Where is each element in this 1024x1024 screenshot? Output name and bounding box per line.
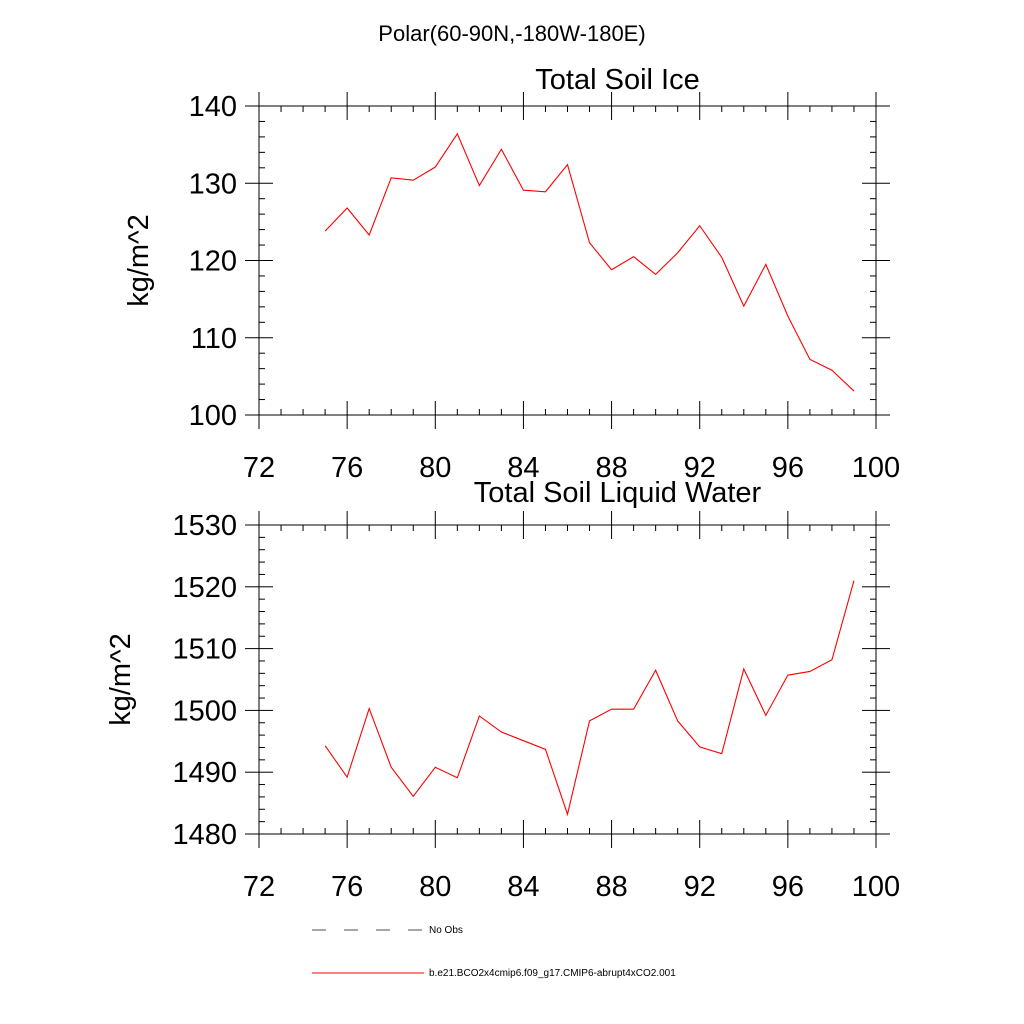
panel-1-ytick-label: 110	[191, 323, 237, 355]
panel-2-xtick-label: 92	[684, 871, 716, 903]
panel-1-xtick-label: 72	[243, 452, 275, 484]
panel-total-soil-liquid-water: Total Soil Liquid Water kg/m^2 72 76 80 84 88 9…	[105, 477, 900, 903]
panel-2-xtick-label: 84	[507, 871, 539, 903]
panel-2-xtick-label: 88	[595, 871, 627, 903]
legend-no-obs-label: No Obs	[429, 925, 463, 936]
panel-2-ytick-label: 1510	[172, 634, 237, 666]
legend-model-label: b.e21.BCO2x4cmip6.f09_g17.CMIP6-abrupt4x…	[429, 968, 676, 979]
panel-2-ytick-label: 1530	[172, 510, 237, 542]
main-title: Polar(60-90N,-180W-180E)	[378, 21, 645, 46]
panel-1-ytick-label: 140	[189, 91, 237, 123]
legend: No Obs b.e21.BCO2x4cmip6.f09_g17.CMIP6-a…	[312, 925, 676, 979]
panel-2-xtick-label: 72	[243, 871, 275, 903]
panel-1-xtick-label: 96	[772, 452, 804, 484]
panel-1-xtick-label: 84	[507, 452, 539, 484]
panel-1-xtick-label: 80	[419, 452, 451, 484]
panel-2-xtick-label: 96	[772, 871, 804, 903]
panel-2-title: Total Soil Liquid Water	[474, 477, 762, 509]
panel-1-series-line	[324, 132, 855, 392]
panel-1-title: Total Soil Ice	[535, 64, 699, 96]
panel-2-ytick-label: 1520	[172, 572, 237, 604]
panel-2-xtick-label: 100	[852, 871, 900, 903]
panel-1-xtick-label: 88	[595, 452, 627, 484]
panel-2-ytick-label: 1480	[172, 819, 237, 851]
panel-2-xtick-label: 80	[419, 871, 451, 903]
panel-1-xtick-label: 100	[852, 452, 900, 484]
panel-1-ytick-label: 100	[189, 400, 237, 432]
panel-2-plot-frame	[258, 524, 877, 835]
panel-2-series-line	[324, 580, 855, 817]
panel-1-ytick-label: 120	[189, 246, 237, 278]
panel-2-xtick-label: 76	[331, 871, 363, 903]
panel-1-ytick-label: 130	[189, 168, 237, 200]
panel-1-plot-frame	[258, 105, 877, 416]
panel-1-xtick-label: 76	[331, 452, 363, 484]
panel-total-soil-ice: Total Soil Ice kg/m^2 72 76 80 84 88 92 96 100 100…	[123, 64, 900, 484]
panel-2-ytick-label: 1500	[172, 695, 237, 727]
panel-1-xtick-label: 92	[684, 452, 716, 484]
panel-2-ylabel: kg/m^2	[105, 633, 137, 726]
panel-1-ylabel: kg/m^2	[123, 214, 155, 307]
panel-2-ytick-label: 1490	[172, 757, 237, 789]
